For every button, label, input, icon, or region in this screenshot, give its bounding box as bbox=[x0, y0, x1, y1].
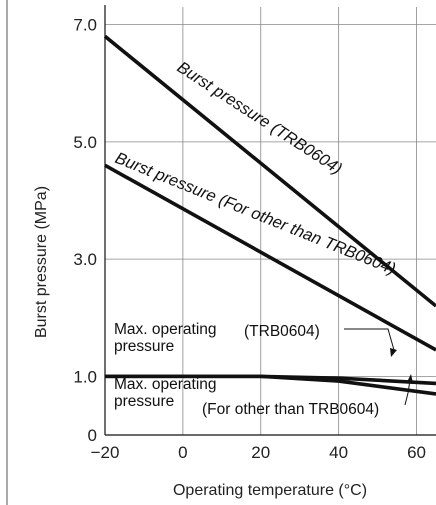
max-op-top-line1: Max. operating bbox=[114, 321, 217, 338]
x-tick-label: 40 bbox=[329, 443, 348, 462]
series-line-1 bbox=[103, 34, 436, 308]
leader-arrow-top bbox=[390, 348, 397, 357]
series-layer bbox=[103, 34, 436, 396]
y-tick-label: 7.0 bbox=[73, 16, 97, 35]
series-line-4 bbox=[105, 374, 436, 396]
plot-area bbox=[105, 7, 436, 435]
y-tick-label: 5.0 bbox=[73, 133, 97, 152]
y-tick-label: 3.0 bbox=[73, 250, 97, 269]
x-tick-label: 20 bbox=[251, 443, 270, 462]
max-op-top-line2: pressure bbox=[114, 338, 174, 355]
max-op-bottom-line1: Max. operating bbox=[114, 376, 217, 393]
x-tick-label: 60 bbox=[407, 443, 426, 462]
leader-line-top bbox=[344, 328, 395, 351]
axes bbox=[6, 0, 436, 505]
x-axis-label: Operating temperature (°C) bbox=[173, 482, 367, 499]
x-tick-label: 0 bbox=[178, 443, 187, 462]
series-line-2 bbox=[104, 163, 436, 352]
leader-line-bottom bbox=[404, 379, 411, 406]
max-op-top-tag: (TRB0604) bbox=[244, 323, 320, 340]
y-tick-label: 1.0 bbox=[73, 367, 97, 386]
leader-arrow-bottom bbox=[407, 374, 413, 383]
y-axis-label: Burst pressure (MPa) bbox=[33, 186, 50, 338]
x-tick-label: −20 bbox=[91, 443, 120, 462]
max-op-bottom-tag: (For other than TRB0604) bbox=[202, 401, 379, 418]
y-tick-label: 0 bbox=[88, 426, 97, 445]
grid bbox=[104, 7, 436, 436]
max-op-bottom-line2: pressure bbox=[114, 393, 174, 410]
